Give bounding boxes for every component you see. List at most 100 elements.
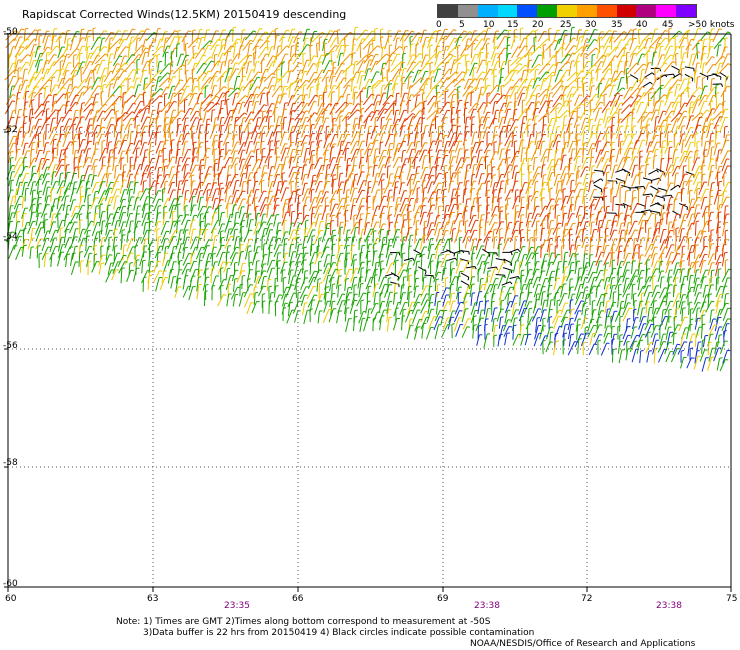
wind-barb (208, 70, 218, 84)
wind-barb-flag (689, 180, 693, 182)
wind-barb (493, 37, 496, 49)
wind-barb-flag (347, 133, 351, 136)
wind-barb-flag (269, 156, 273, 158)
wind-barb (531, 206, 537, 220)
wind-barb (273, 35, 277, 50)
wind-barb-flag (649, 111, 653, 114)
wind-barb (103, 102, 115, 114)
wind-barb-flag (399, 45, 403, 49)
wind-barb-flag (457, 125, 461, 127)
wind-barb (491, 61, 498, 75)
wind-barb (103, 70, 111, 83)
wind-barb (671, 166, 678, 177)
legend-swatch (576, 5, 597, 17)
wind-barb-flag (609, 36, 613, 39)
wind-barb (498, 117, 503, 129)
wind-barb-flag (239, 124, 243, 127)
wind-barb (122, 111, 133, 122)
wind-barb-flag (61, 204, 65, 206)
wind-barb (53, 54, 64, 67)
wind-barb (374, 76, 385, 89)
wind-barb (143, 78, 146, 91)
wind-barb (260, 141, 262, 155)
wind-barb (187, 52, 196, 66)
wind-barb-flag (710, 100, 714, 103)
wind-barb-flag (663, 119, 667, 122)
wind-barb-flag (13, 38, 17, 41)
wind-barb (525, 85, 530, 100)
wind-barb (505, 95, 508, 107)
wind-barb-flag (303, 204, 307, 207)
wind-barb (307, 112, 315, 123)
wind-barb-flag (216, 102, 220, 105)
wind-barb-flag (35, 71, 39, 74)
wind-barb-flag (457, 109, 461, 112)
wind-barb (139, 142, 145, 156)
wind-barb-flag (537, 84, 541, 87)
wind-barb-flag (32, 77, 36, 79)
wind-barb (226, 165, 230, 179)
wind-barb (90, 197, 97, 209)
wind-barb-flag (515, 205, 519, 207)
wind-barb-flag (661, 157, 665, 160)
wind-barb (470, 43, 473, 59)
wind-barb-flag (203, 62, 207, 65)
wind-barb-flag (430, 197, 434, 200)
wind-barb (92, 28, 95, 42)
wind-barb-flag (552, 71, 556, 74)
wind-barb (69, 221, 75, 234)
wind-barb-flag (385, 53, 390, 56)
wind-barb (7, 62, 14, 75)
wind-barb-flag (423, 187, 428, 189)
wind-barb (14, 46, 22, 58)
wind-barb-flag (547, 63, 551, 66)
wind-barb (72, 141, 75, 155)
wind-barb (232, 103, 238, 115)
wind-barb (267, 157, 270, 169)
wind-barb-flag (25, 90, 30, 93)
wind-barb (161, 101, 170, 113)
wind-barb (146, 167, 152, 179)
wind-barb (496, 188, 501, 203)
wind-barb-flag (357, 131, 361, 133)
wind-barb (214, 86, 225, 97)
wind-barb (201, 40, 211, 50)
wind-barb (112, 76, 118, 89)
wind-barb-flag (494, 117, 498, 120)
wind-barb (502, 79, 512, 88)
wind-barb (161, 140, 167, 154)
wind-barb-flag (562, 147, 566, 150)
wind-barb (364, 68, 369, 81)
wind-barb-flag (450, 165, 454, 167)
wind-barb-flag (493, 141, 497, 143)
wind-barb-flag (177, 148, 181, 151)
wind-barb-flag (138, 140, 142, 142)
wind-barb-flag (535, 68, 539, 71)
wind-barb (288, 36, 294, 49)
wind-barb-flag (337, 29, 341, 31)
wind-barb (77, 127, 81, 140)
wind-barb-flag (727, 85, 731, 88)
wind-barb (422, 188, 425, 203)
wind-barb (218, 188, 222, 202)
wind-barb (642, 193, 652, 196)
wind-barb (461, 31, 470, 42)
wind-barb (706, 108, 713, 122)
wind-barb-flag (165, 51, 169, 54)
wind-barb (287, 118, 292, 132)
wind-barb (176, 124, 179, 137)
wind-barb (343, 124, 348, 139)
wind-barb (511, 46, 519, 59)
wind-barb (138, 47, 146, 59)
wind-barb (422, 125, 427, 140)
wind-barb-flag (138, 53, 142, 57)
wind-barb (699, 72, 709, 78)
wind-barb-flag (21, 28, 25, 31)
wind-barb-flag (711, 146, 715, 148)
wind-barb-flag (281, 172, 286, 174)
wind-barb-flag (471, 91, 475, 93)
wind-barb (529, 63, 540, 74)
wind-barb-flag (170, 50, 175, 53)
wind-barb (212, 198, 216, 210)
wind-barb (99, 67, 106, 82)
